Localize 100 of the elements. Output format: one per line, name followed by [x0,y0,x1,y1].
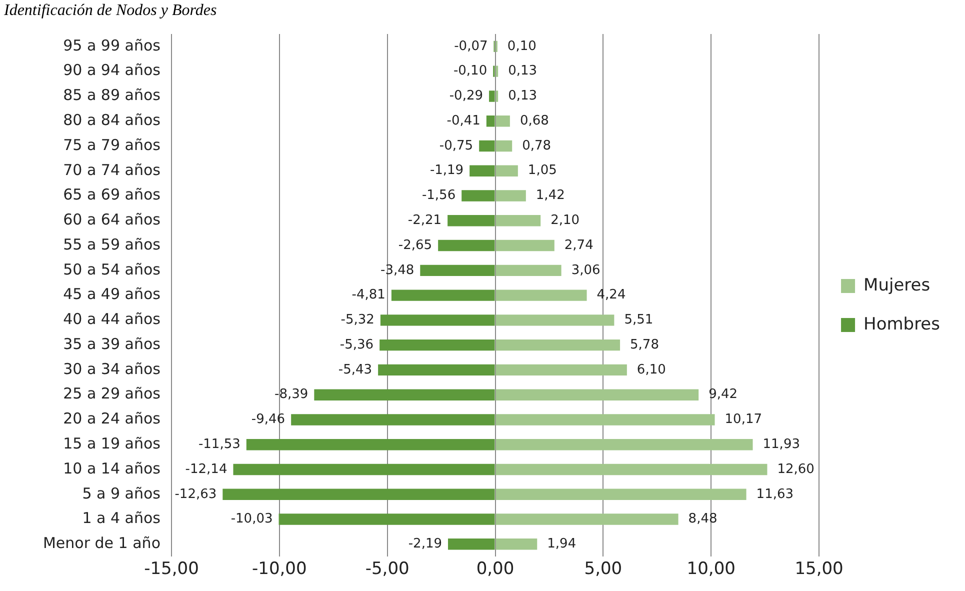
bar [496,339,620,351]
data-label: 3,06 [571,262,600,278]
data-label: -0,41 [446,113,480,128]
x-tick-label: -15,00 [144,559,199,580]
y-tick-label: 70 a 74 años [63,160,161,179]
y-tick-label: 75 a 79 años [63,136,161,154]
data-label: -10,03 [230,512,273,527]
data-label: 8,48 [688,512,718,527]
bar [496,439,753,450]
data-label: -1,56 [422,188,456,204]
bar [448,538,495,550]
data-label: 1,94 [547,536,576,552]
data-label: -11,53 [198,436,240,452]
bar [496,116,510,127]
y-tick-label: 50 a 54 años [63,260,161,278]
bar [496,140,512,152]
bar [380,314,495,326]
bar [496,240,554,252]
bar [470,165,495,176]
data-label: 2,10 [550,213,580,228]
bar [496,514,678,525]
data-label: 2,74 [564,238,594,253]
y-tick-label: 15 a 19 años [63,434,161,453]
data-label: -2,19 [408,536,442,552]
y-tick-label: 45 a 49 años [63,285,161,304]
bar [496,464,768,476]
data-label: -2,65 [398,238,432,253]
bar [222,488,495,500]
data-label: -8,39 [274,387,308,402]
x-tick-label: 15,00 [794,559,844,580]
data-label: 0,68 [520,113,549,128]
data-label: 11,93 [762,436,800,452]
data-label: -0,07 [454,38,488,54]
bar [496,488,746,500]
bar [278,514,495,525]
data-label: 0,13 [508,64,538,79]
bar [448,215,495,226]
data-label: 5,78 [630,337,659,352]
data-label: -1,19 [430,163,464,178]
data-label: 1,42 [536,188,565,204]
data-label: 0,13 [508,88,538,104]
data-label: -0,10 [453,64,488,79]
data-label: -5,36 [340,337,374,352]
data-label: 4,24 [596,288,626,303]
x-tick-label: -5,00 [365,559,410,580]
bar [380,339,495,351]
bar [438,240,495,252]
bar [496,414,715,426]
y-tick-label: 1 a 4 años [82,509,161,528]
y-tick-label: 60 a 64 años [63,210,161,229]
bar [291,414,495,426]
data-label: 6,10 [636,362,666,378]
bar [496,314,614,326]
legend-label: Hombres [864,314,940,334]
bar [233,464,495,476]
y-tick-label: 35 a 39 años [63,334,161,353]
y-tick-label: 85 a 89 años [63,86,161,104]
y-tick-label: Menor de 1 año [42,534,160,552]
bar [489,90,495,102]
x-tick-label: 5,00 [584,559,622,580]
bar [420,264,495,276]
data-label: -0,29 [449,88,484,104]
data-label: -4,81 [352,288,386,303]
bar [496,165,518,176]
x-tick-label: 0,00 [476,559,514,580]
bar [496,290,587,301]
data-label: -3,48 [380,262,414,278]
x-tick-label: -10,00 [252,559,307,580]
y-tick-label: 55 a 59 años [63,235,161,254]
y-tick-label: 40 a 44 años [63,310,161,328]
y-tick-label: 30 a 34 años [63,360,161,378]
y-tick-label: 65 a 69 años [63,186,161,204]
data-label: -0,75 [439,138,474,154]
data-label: -5,32 [340,312,374,328]
data-label: 1,05 [528,163,557,178]
bar [314,389,495,400]
bar [496,215,541,226]
bar [246,439,495,450]
y-tick-label: 90 a 94 años [63,61,161,80]
bar [378,364,495,376]
y-tick-label: 20 a 24 años [63,410,161,428]
data-label: -12,14 [185,462,228,477]
legend-label: Mujeres [864,275,930,296]
data-label: 10,17 [724,412,762,428]
bar [486,116,495,127]
data-label: 0,10 [507,38,536,54]
bar [462,190,495,202]
bar [479,140,495,152]
bar [496,538,538,550]
data-label: 12,60 [777,462,814,477]
x-tick-label: 10,00 [686,559,736,580]
data-label: 11,63 [756,486,794,502]
bar [496,264,562,276]
chart-title: Identificación de Nodos y Bordes [4,2,218,21]
bar [496,190,526,202]
bar [496,389,699,400]
y-tick-label: 95 a 99 años [63,36,161,54]
y-tick-label: 5 a 9 años [82,484,161,502]
data-label: 0,78 [522,138,552,154]
data-label: -5,43 [338,362,372,378]
